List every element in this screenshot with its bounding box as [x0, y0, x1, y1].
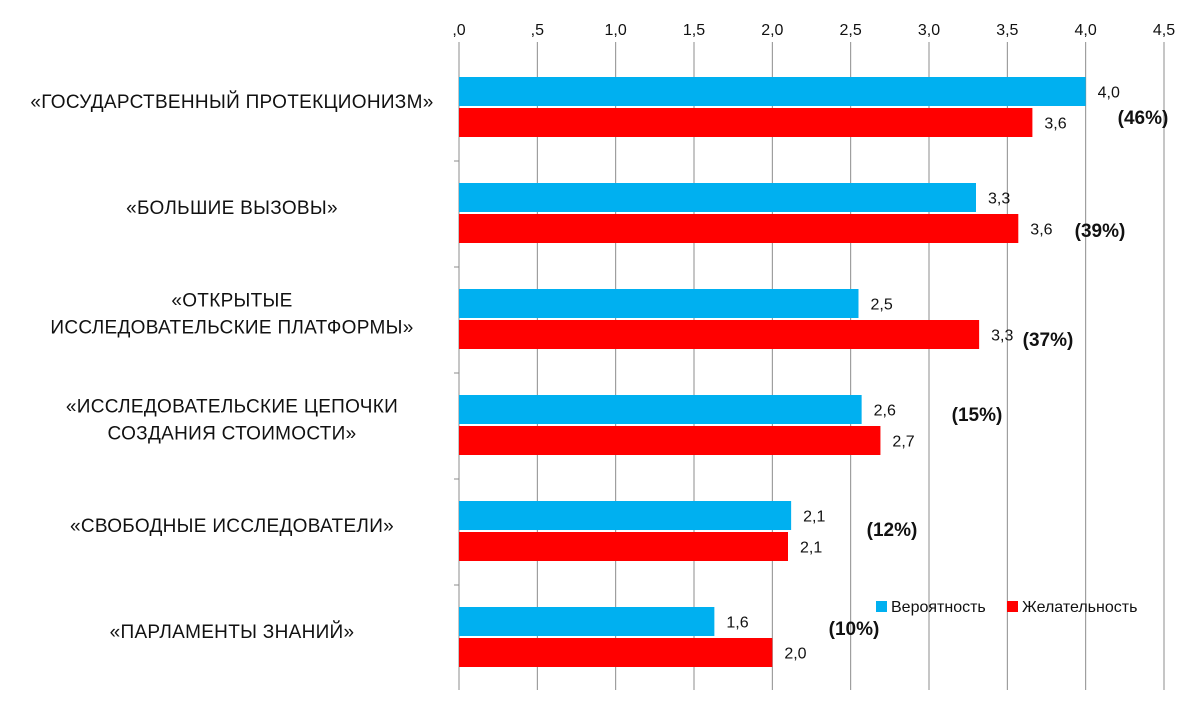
- bar-probability: [459, 395, 862, 424]
- bar-desirability: [459, 320, 980, 349]
- legend-swatch: [1007, 601, 1018, 612]
- x-tick-label: 2,5: [840, 22, 862, 39]
- bar-value-label: 3,6: [1030, 222, 1052, 239]
- percent-label: (12%): [867, 520, 918, 541]
- percent-label: (10%): [829, 619, 880, 640]
- legend-label: Вероятность: [891, 599, 986, 616]
- bar-desirability: [459, 426, 881, 455]
- legend: Вероятность Желательность: [876, 599, 1137, 616]
- bar-value-label: 3,6: [1044, 116, 1066, 133]
- bar-value-label: 3,3: [988, 191, 1010, 208]
- category-labels: «ГОСУДАРСТВЕННЫЙ ПРОТЕКЦИОНИЗМ» «БОЛЬШИЕ …: [30, 91, 433, 643]
- bar-desirability: [459, 214, 1019, 243]
- x-tick-label: ,5: [531, 22, 544, 39]
- value-labels: 4,0 3,6 (46%) 3,3 3,6 (39%) 2,5 3,3 (37%) 2,6 2,7 (…: [726, 85, 1168, 663]
- bar-desirability: [459, 532, 788, 561]
- bar-value-label: 1,6: [726, 615, 748, 632]
- bar-probability: [459, 289, 859, 318]
- category-label: СОЗДАНИЯ СТОИМОСТИ»: [108, 424, 357, 445]
- category-label: «ГОСУДАРСТВЕННЫЙ ПРОТЕКЦИОНИЗМ»: [30, 91, 433, 113]
- bar-value-label: 3,3: [991, 328, 1013, 345]
- x-tick-label: 4,0: [1075, 22, 1097, 39]
- category-label: «ПАРЛАМЕНТЫ ЗНАНИЙ»: [110, 621, 355, 643]
- bar-value-label: 2,5: [871, 297, 893, 314]
- bar-desirability: [459, 638, 773, 667]
- percent-label: (15%): [952, 405, 1003, 426]
- bar-value-label: 4,0: [1098, 85, 1120, 102]
- percent-label: (46%): [1118, 108, 1169, 129]
- percent-label: (39%): [1075, 221, 1126, 242]
- category-label: ИССЛЕДОВАТЕЛЬСКИЕ ПЛАТФОРМЫ»: [50, 318, 413, 339]
- bar-value-label: 2,1: [800, 540, 822, 557]
- x-tick-label: 3,5: [996, 22, 1018, 39]
- category-label: «ОТКРЫТЫЕ: [171, 291, 292, 312]
- category-label: «СВОБОДНЫЕ ИССЛЕДОВАТЕЛИ»: [70, 516, 394, 537]
- x-axis-ticks: ,0 ,5 1,0 1,5 2,0 2,5 3,0 3,5 4,0 4,5: [452, 22, 1175, 39]
- bar-desirability: [459, 108, 1033, 137]
- legend-label: Желательность: [1022, 599, 1137, 616]
- bars: [459, 77, 1086, 667]
- category-label: «ИССЛЕДОВАТЕЛЬСКИЕ ЦЕПОЧКИ: [66, 397, 398, 418]
- bar-probability: [459, 607, 715, 636]
- x-tick-label: 3,0: [918, 22, 940, 39]
- x-tick-label: ,0: [452, 22, 465, 39]
- bar-probability: [459, 77, 1086, 106]
- bar-probability: [459, 501, 792, 530]
- bar-value-label: 2,1: [803, 509, 825, 526]
- bar-value-label: 2,7: [892, 434, 914, 451]
- x-tick-label: 1,0: [605, 22, 627, 39]
- bar-value-label: 2,0: [784, 646, 806, 663]
- grid-lines: [454, 42, 1165, 690]
- x-tick-label: 2,0: [761, 22, 783, 39]
- legend-swatch: [876, 601, 887, 612]
- category-label: «БОЛЬШИЕ ВЫЗОВЫ»: [126, 198, 338, 219]
- bar-probability: [459, 183, 976, 212]
- bar-value-label: 2,6: [874, 403, 896, 420]
- percent-label: (37%): [1023, 330, 1074, 351]
- x-tick-label: 1,5: [683, 22, 705, 39]
- x-tick-label: 4,5: [1153, 22, 1175, 39]
